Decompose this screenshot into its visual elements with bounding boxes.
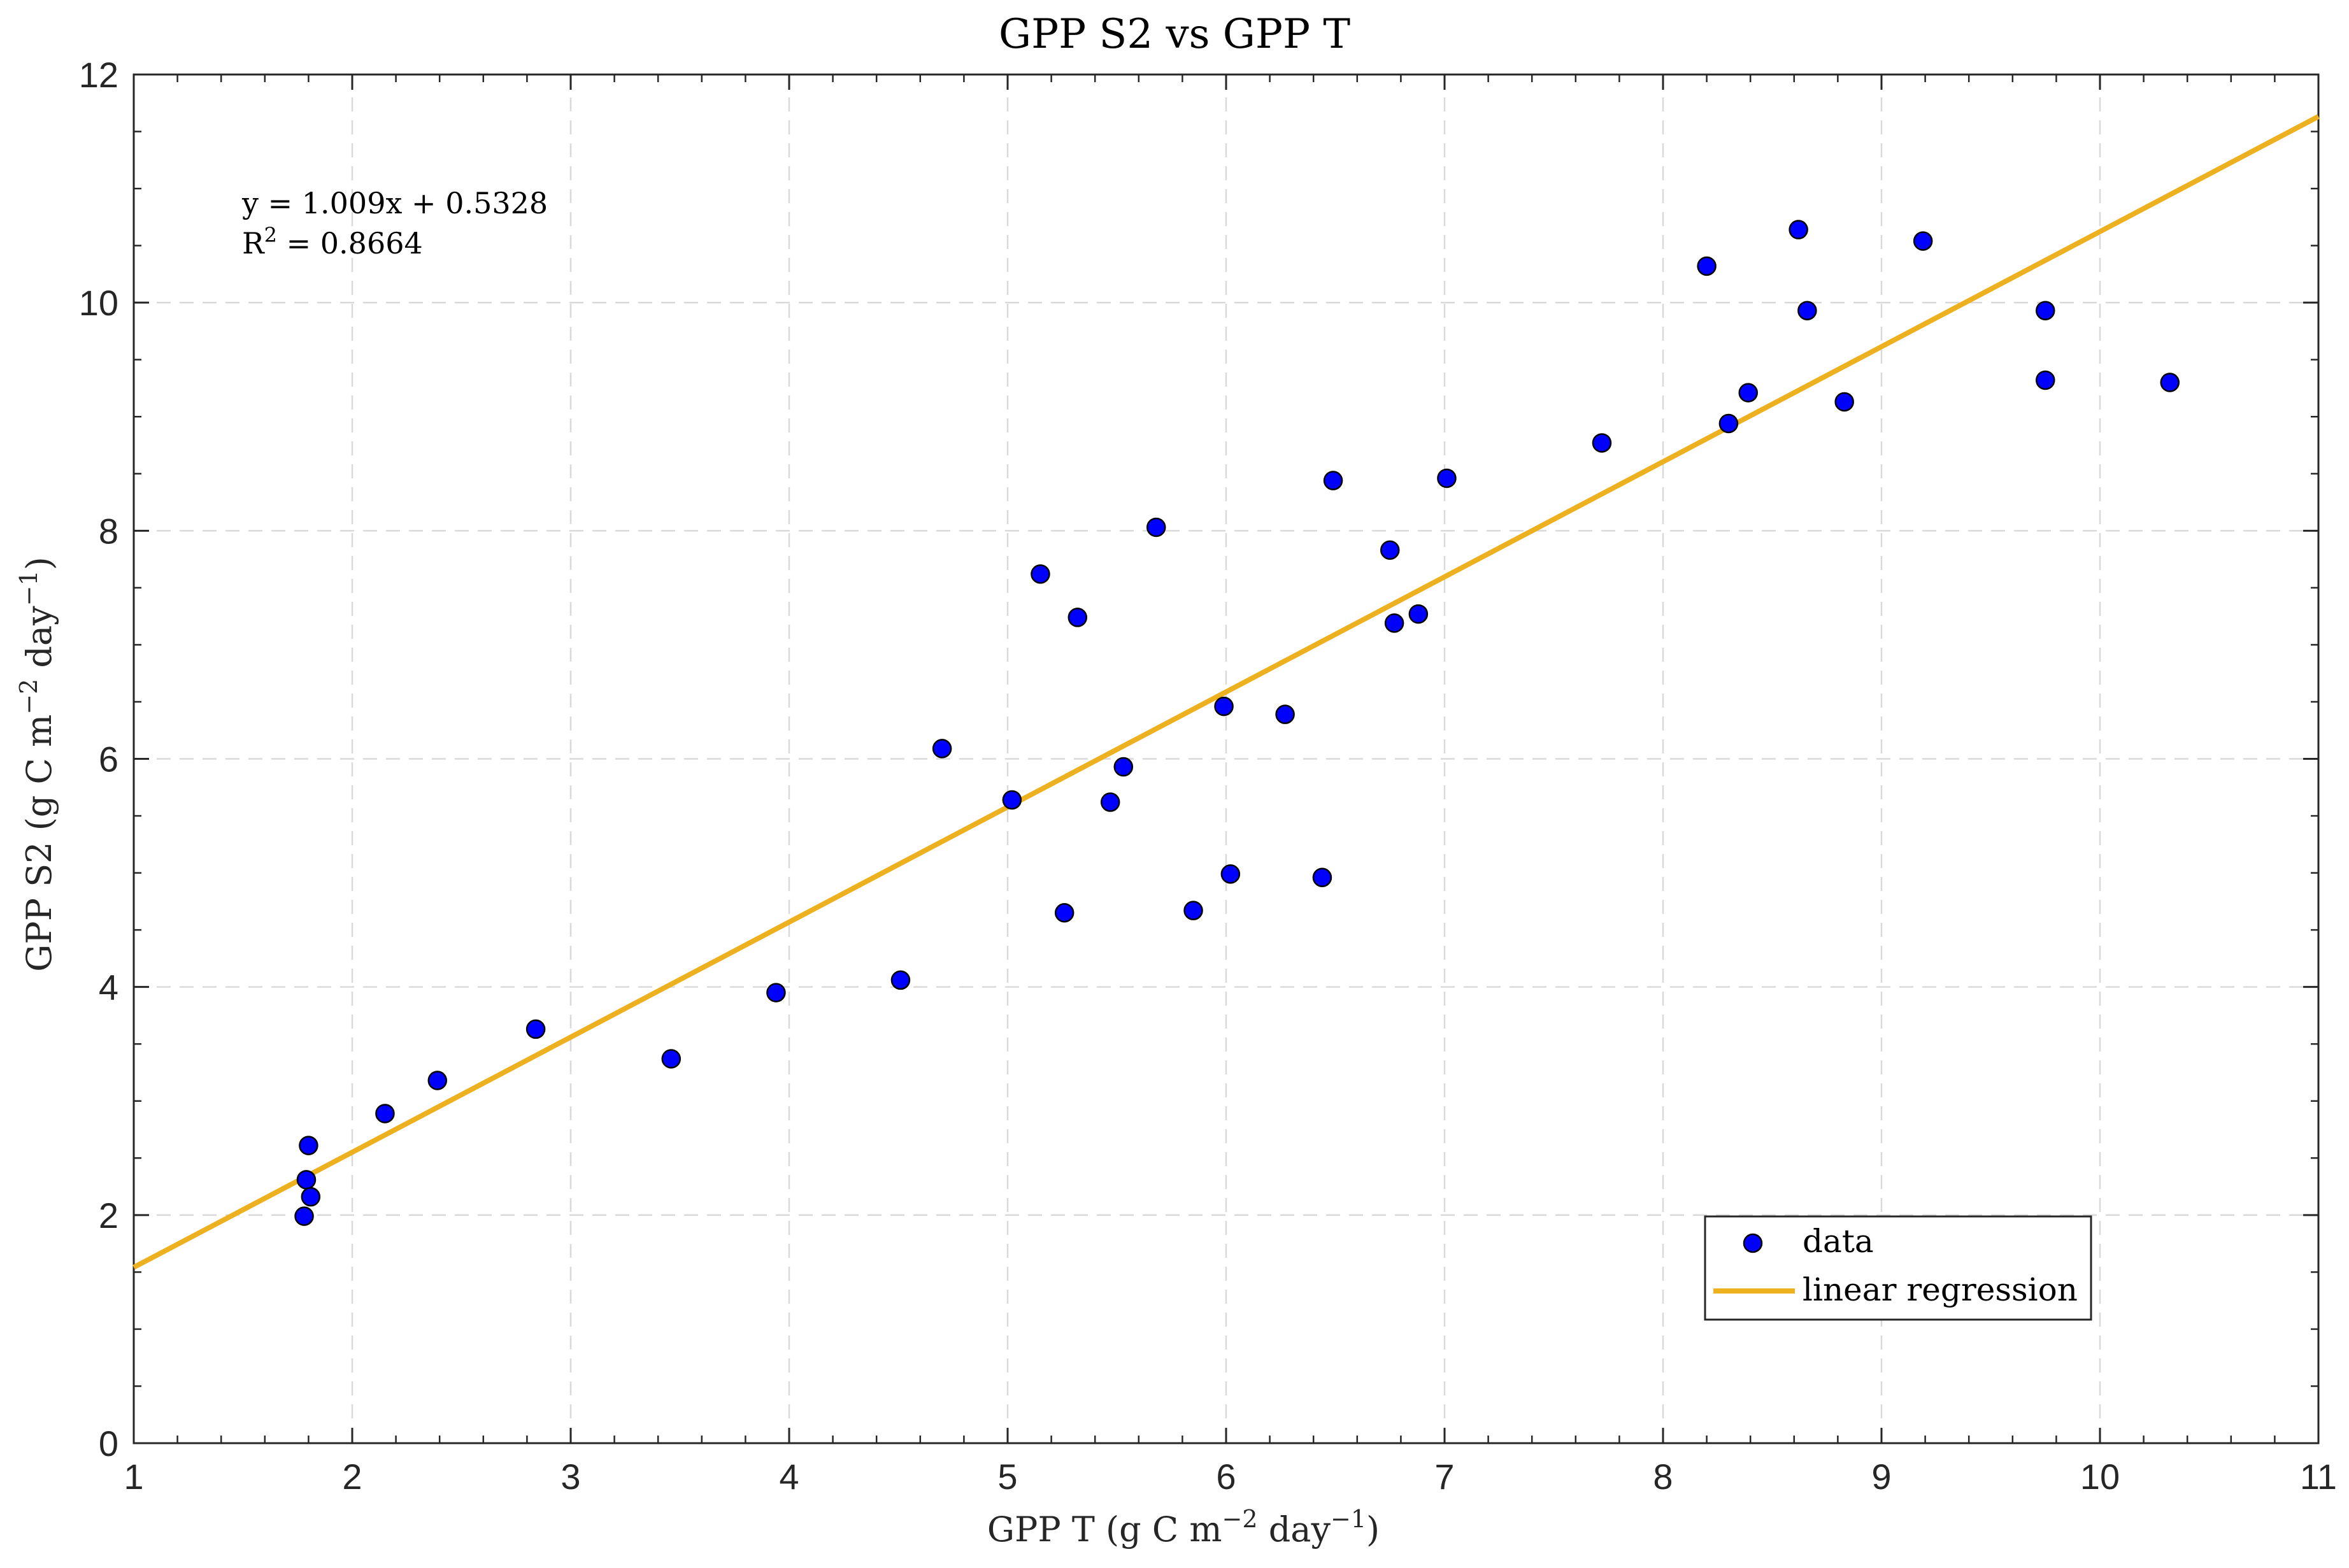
chart-title: GPP S2 vs GPP T xyxy=(999,11,1350,58)
data-point xyxy=(1437,468,1457,488)
y-tick-label: 12 xyxy=(79,55,118,95)
y-tick-label: 10 xyxy=(79,283,118,323)
y-tick-label: 6 xyxy=(99,739,118,780)
data-point xyxy=(1220,864,1241,884)
data-point xyxy=(2160,373,2180,392)
regression-line-group xyxy=(132,114,2320,1270)
x-tick-label: 4 xyxy=(779,1457,799,1497)
data-point xyxy=(1323,471,1343,490)
regression-annotation: y = 1.009x + 0.5328 R2 = 0.8664 xyxy=(241,186,548,260)
data-point xyxy=(1312,867,1332,887)
data-point xyxy=(766,983,786,1002)
legend-label-data: data xyxy=(1803,1223,1874,1260)
data-point xyxy=(1113,757,1134,777)
data-point xyxy=(1002,790,1022,810)
y-tick-label: 8 xyxy=(99,511,118,551)
x-tick-label: 8 xyxy=(1653,1457,1673,1497)
data-point xyxy=(1384,613,1404,633)
x-tick-label: 9 xyxy=(1871,1457,1891,1497)
x-tick-label: 2 xyxy=(342,1457,362,1497)
data-point xyxy=(1834,392,1854,412)
data-point xyxy=(1718,413,1739,434)
x-axis-tick-labels: 1 2 3 4 5 6 7 8 9 10 11 xyxy=(124,1457,2337,1497)
x-tick-label: 11 xyxy=(2300,1457,2337,1497)
x-tick-label: 1 xyxy=(124,1457,143,1497)
data-point xyxy=(661,1049,682,1069)
data-point xyxy=(1797,301,1817,320)
x-tick-label: 10 xyxy=(2080,1457,2120,1497)
y-tick-label: 2 xyxy=(99,1195,118,1236)
data-point xyxy=(375,1104,395,1123)
data-point xyxy=(1100,792,1120,812)
x-tick-label: 7 xyxy=(1434,1457,1454,1497)
data-point xyxy=(301,1187,321,1207)
data-point xyxy=(2036,301,2055,320)
grid-lines xyxy=(134,75,2318,1443)
axis-ticks xyxy=(132,73,2320,1444)
legend-label-linear-regression: linear regression xyxy=(1803,1271,2078,1308)
x-axis-label: GPP T (g C m−2 day−1) xyxy=(987,1505,1380,1550)
legend: data linear regression xyxy=(1704,1215,2092,1321)
data-point xyxy=(932,739,952,759)
data-point xyxy=(1183,901,1203,920)
legend-box xyxy=(1704,1215,2092,1321)
data-point xyxy=(1031,564,1050,584)
data-point xyxy=(525,1019,546,1039)
data-point xyxy=(296,1170,317,1190)
data-point xyxy=(299,1136,318,1155)
data-point xyxy=(1146,517,1166,538)
data-point xyxy=(1214,696,1234,716)
data-point xyxy=(1054,903,1075,923)
data-point xyxy=(1275,704,1295,724)
regression-equation: y = 1.009x + 0.5328 xyxy=(241,186,548,220)
legend-data-marker xyxy=(1743,1233,1763,1253)
x-tick-label: 6 xyxy=(1216,1457,1236,1497)
data-point xyxy=(1408,604,1429,624)
data-point xyxy=(427,1071,448,1090)
data-point xyxy=(1789,220,1808,239)
y-tick-label: 0 xyxy=(99,1423,118,1464)
data-point xyxy=(1592,433,1612,453)
data-point xyxy=(1913,231,1933,251)
y-axis-tick-labels: 0 2 4 6 8 10 12 xyxy=(79,55,118,1464)
data-point xyxy=(1697,256,1717,276)
regression-line xyxy=(132,114,2320,1270)
x-tick-label: 5 xyxy=(997,1457,1017,1497)
data-point xyxy=(1067,608,1088,627)
y-tick-label: 4 xyxy=(99,967,118,1008)
r-squared-value: R2 = 0.8664 xyxy=(242,223,423,260)
x-tick-label: 3 xyxy=(560,1457,580,1497)
data-point xyxy=(2036,370,2055,390)
data-point xyxy=(294,1206,314,1226)
y-axis-label: GPP S2 (g C m−2 day−1) xyxy=(15,557,59,972)
data-point xyxy=(1380,540,1400,560)
data-point xyxy=(1738,383,1759,403)
data-point xyxy=(890,970,911,990)
data-points xyxy=(294,220,2180,1226)
